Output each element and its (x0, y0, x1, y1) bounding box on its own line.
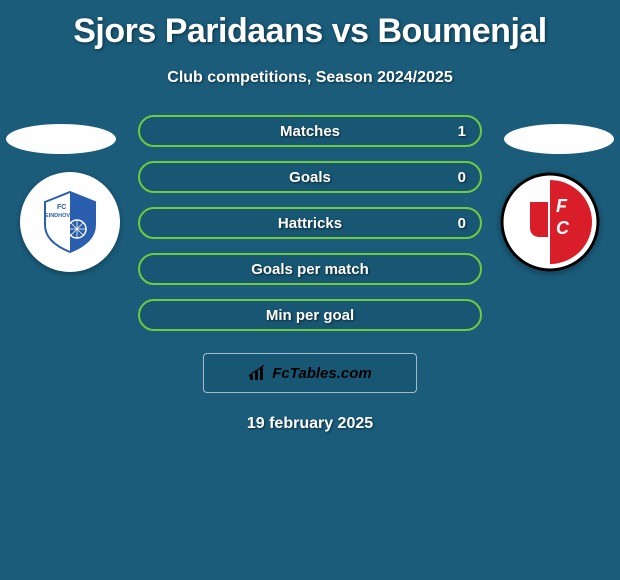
stat-label: Goals (289, 169, 331, 186)
player-marker-left (6, 124, 116, 154)
stat-label: Hattricks (278, 215, 342, 232)
attribution-box[interactable]: FcTables.com (203, 353, 417, 393)
fc-utrecht-logo-icon: F C (500, 172, 600, 272)
page-title: Sjors Paridaans vs Boumenjal (0, 0, 620, 51)
stat-label: Min per goal (266, 307, 354, 324)
club-logo-right: F C (500, 172, 600, 272)
stat-row-mpg: Min per goal (138, 299, 482, 331)
stat-value: 0 (458, 215, 466, 232)
stat-value: 1 (458, 123, 466, 140)
stat-row-gpm: Goals per match (138, 253, 482, 285)
stat-row-goals: Goals 0 (138, 161, 482, 193)
club-logo-left: FC EINDHOVEN (20, 172, 120, 272)
attribution-text: FcTables.com (272, 365, 371, 382)
stat-row-hattricks: Hattricks 0 (138, 207, 482, 239)
stats-container: Matches 1 Goals 0 Hattricks 0 Goals per … (138, 115, 482, 331)
svg-text:EINDHOVEN: EINDHOVEN (45, 213, 78, 219)
date-text: 19 february 2025 (0, 415, 620, 433)
stat-value: 0 (458, 169, 466, 186)
player-marker-right (504, 124, 614, 154)
stat-label: Matches (280, 123, 340, 140)
stat-label: Goals per match (251, 261, 369, 278)
svg-text:F: F (556, 196, 568, 216)
svg-text:FC: FC (57, 204, 66, 211)
stat-row-matches: Matches 1 (138, 115, 482, 147)
chart-icon (248, 364, 266, 382)
subtitle: Club competitions, Season 2024/2025 (0, 69, 620, 87)
svg-text:C: C (556, 218, 570, 238)
fc-eindhoven-logo-icon: FC EINDHOVEN (35, 187, 105, 257)
